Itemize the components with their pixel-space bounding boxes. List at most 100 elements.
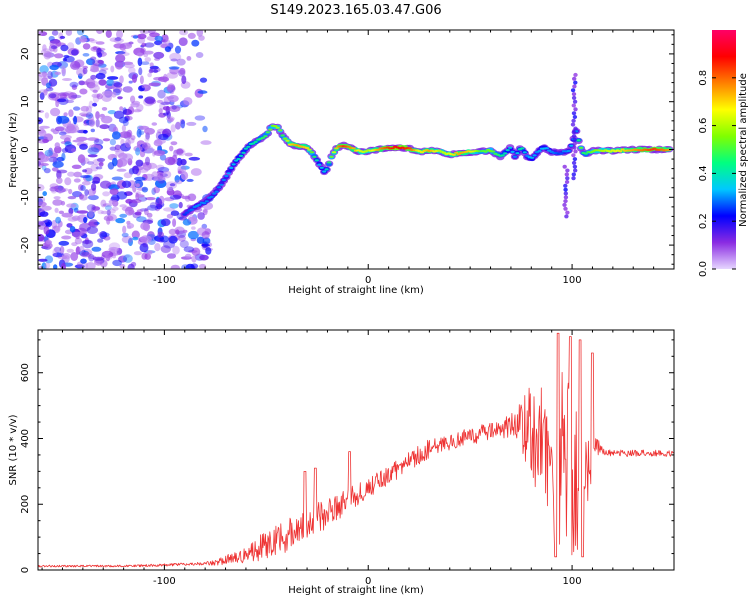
noise-blob: [42, 138, 49, 143]
noise-blob: [48, 156, 58, 163]
spike-blob: [571, 95, 577, 100]
noise-blob: [67, 171, 75, 177]
noise-blob: [100, 199, 107, 208]
noise-blob: [119, 213, 128, 218]
noise-blob: [48, 35, 55, 42]
noise-blob: [111, 91, 117, 98]
noise-blob: [52, 248, 58, 257]
noise-blob: [138, 67, 143, 76]
noise-blob: [61, 235, 72, 240]
spike-blob: [571, 172, 576, 177]
noise-blob: [41, 219, 48, 223]
noise-blob: [100, 232, 110, 237]
noise-blob: [73, 171, 82, 178]
noise-blob: [121, 232, 129, 238]
ridge-blob: [236, 157, 241, 161]
noise-blob: [116, 30, 123, 39]
ridge-blob: [216, 186, 222, 189]
noise-blob: [149, 65, 159, 70]
noise-blob: [136, 52, 144, 57]
ridge-blob: [260, 136, 266, 139]
noise-blob: [50, 107, 61, 117]
noise-blob: [88, 100, 94, 109]
noise-blob: [38, 196, 46, 204]
noise-blob: [60, 200, 66, 206]
noise-blob: [117, 96, 123, 100]
noise-blob: [44, 149, 53, 157]
noise-blob: [38, 109, 45, 114]
noise-blob: [143, 53, 149, 58]
noise-blob: [95, 72, 106, 80]
noise-blob: [47, 150, 57, 158]
spectrogram-y-tick-label: -20: [20, 237, 31, 253]
noise-blob: [179, 30, 189, 36]
noise-blob: [49, 64, 59, 71]
colorbar-label: Normalized spectral amplitude: [738, 73, 749, 227]
ridge-blob: [231, 163, 236, 166]
noise-blob: [51, 167, 59, 172]
noise-blob: [50, 45, 58, 50]
noise-blob: [147, 72, 152, 78]
noise-blob: [97, 52, 103, 58]
spike-blob: [572, 145, 577, 150]
noise-blob: [162, 106, 171, 111]
noise-blob: [72, 139, 85, 143]
noise-blob: [174, 179, 183, 185]
noise-blob: [119, 106, 124, 111]
noise-blob: [137, 57, 143, 67]
ridge-blob: [246, 145, 251, 148]
noise-blob: [187, 193, 197, 202]
noise-blob: [48, 93, 57, 99]
noise-blob: [92, 102, 98, 107]
spike-blob: [563, 191, 568, 196]
ridge-blob: [578, 146, 584, 149]
snr-x-axis-label: Height of straight line (km): [288, 585, 424, 596]
spike-blob: [562, 202, 567, 207]
noise-blob: [168, 66, 180, 70]
noise-blob: [44, 255, 54, 264]
ridge-blob: [185, 211, 190, 214]
noise-blob: [181, 264, 190, 269]
noise-blob: [135, 147, 141, 156]
ridge-blob: [390, 147, 395, 150]
noise-blob: [114, 60, 124, 70]
noise-blob: [43, 168, 51, 174]
ridge-blob: [307, 148, 312, 151]
noise-blob: [144, 137, 150, 142]
ridge-blob: [285, 139, 290, 142]
spike-blob: [571, 134, 577, 139]
noise-blob: [67, 196, 77, 200]
noise-blob: [122, 153, 134, 162]
noise-blob: [59, 35, 66, 39]
noise-blob: [45, 155, 56, 163]
noise-blob: [80, 175, 91, 179]
noise-blob: [167, 95, 179, 103]
noise-blob: [188, 156, 201, 161]
noise-blob: [80, 258, 87, 264]
spike-blob: [573, 149, 578, 154]
snr-frame: [37, 329, 675, 571]
ridge-blob: [224, 174, 229, 178]
ridge-blob: [226, 172, 231, 175]
noise-blob: [111, 131, 121, 140]
noise-blob: [66, 248, 75, 253]
noise-blob: [170, 124, 176, 133]
noise-blob: [115, 51, 126, 55]
ridge-blob: [219, 183, 224, 186]
noise-blob: [176, 58, 186, 66]
noise-blob: [103, 215, 114, 222]
noise-blob: [170, 210, 180, 216]
noise-blob: [144, 96, 156, 104]
noise-blob: [117, 52, 130, 57]
noise-blob: [180, 158, 187, 166]
snr-y-tick-label: 0: [20, 567, 31, 573]
noise-blob: [47, 71, 53, 79]
noise-blob: [100, 210, 109, 215]
ridge-blob: [329, 155, 334, 158]
ridge-blob: [544, 147, 549, 150]
noise-blob: [133, 251, 142, 256]
noise-blob: [95, 41, 105, 45]
noise-blob: [89, 68, 100, 73]
noise-blob: [147, 204, 159, 211]
